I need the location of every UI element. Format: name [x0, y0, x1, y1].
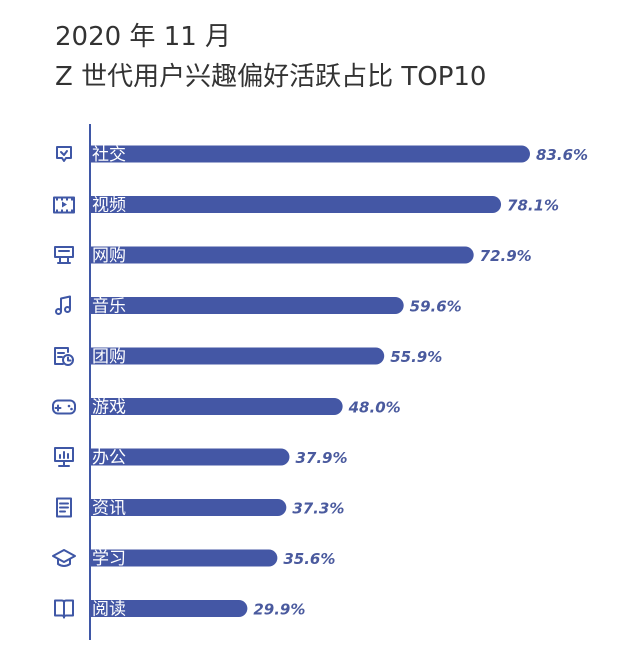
category-label: 团购	[92, 347, 126, 367]
value-label: 29.9%	[253, 601, 305, 619]
bar-6	[90, 398, 343, 415]
bar-left-cap	[90, 145, 100, 163]
chat-icon-mark	[60, 150, 68, 156]
bar-2	[90, 196, 502, 213]
value-label: 37.9%	[295, 449, 347, 467]
film-icon	[53, 196, 75, 214]
shopping-icon-stand	[57, 256, 71, 264]
film-icon-hole	[71, 209, 73, 212]
bar-left-cap	[90, 398, 100, 415]
group-buy-icon-lines	[57, 352, 72, 362]
film-icon-hole	[61, 209, 63, 212]
film-icon-hole	[56, 198, 58, 201]
category-label: 办公	[92, 448, 126, 468]
monitor-icon-stand	[58, 460, 70, 467]
news-icon	[56, 497, 72, 518]
gamepad-icon-button	[67, 404, 71, 408]
music-icon-stem	[60, 295, 71, 313]
news-icon-page	[56, 497, 72, 518]
bar-4	[90, 297, 404, 314]
bar-8	[90, 499, 287, 516]
group-buy-icon-clock	[62, 354, 74, 366]
bar-10	[90, 600, 248, 617]
group-buy-icon	[54, 347, 74, 366]
graduation-cap-icon	[52, 549, 76, 567]
bar-left-cap	[90, 448, 100, 466]
chart-title-block: 2020 年 11 月 Z 世代用户兴趣偏好活跃占比 TOP10	[55, 18, 486, 96]
gamepad-icon-dpad	[54, 404, 62, 412]
shopping-icon	[54, 246, 74, 264]
film-icon-hole	[56, 209, 58, 212]
value-label: 78.1%	[507, 197, 559, 215]
monitor-icon	[54, 447, 74, 467]
category-label: 网购	[92, 246, 126, 266]
news-icon-lines	[59, 502, 69, 513]
category-label: 资讯	[92, 499, 126, 519]
film-icon-hole	[66, 209, 68, 212]
group-buy-icon-frame	[54, 347, 69, 365]
graduation-cap-icon-base	[57, 558, 71, 567]
bar-left-cap	[90, 246, 100, 264]
bar-left-cap	[90, 600, 100, 617]
category-label: 社交	[92, 145, 126, 165]
graduation-cap-icon-top	[52, 549, 76, 563]
bar-left-cap	[90, 347, 100, 365]
value-label: 48.0%	[348, 399, 401, 417]
category-label: 游戏	[92, 398, 126, 418]
film-icon-hole	[71, 198, 73, 201]
bar-left-cap	[90, 499, 100, 516]
chart-title: Z 世代用户兴趣偏好活跃占比 TOP10	[55, 62, 487, 92]
gamepad-icon-body	[52, 399, 76, 415]
value-label: 37.3%	[292, 500, 344, 518]
chat-icon-outline	[56, 146, 72, 162]
category-label: 阅读	[92, 600, 126, 620]
music-icon-note	[55, 308, 62, 315]
bar-1	[90, 145, 530, 163]
shopping-icon-screen	[54, 246, 74, 258]
gamepad-icon-button	[70, 407, 73, 411]
music-icon-note	[64, 306, 71, 313]
music-icon	[55, 295, 71, 315]
film-icon-frame	[53, 196, 75, 214]
chart-date: 2020 年 11 月	[55, 22, 232, 52]
book-icon-right	[63, 599, 74, 619]
monitor-icon-bars	[59, 451, 69, 459]
film-icon-hole	[61, 198, 63, 201]
bar-9	[90, 549, 278, 567]
category-label: 音乐	[92, 297, 126, 317]
film-icon-play	[62, 201, 67, 208]
gamepad-icon	[52, 399, 76, 415]
bar-7	[90, 448, 290, 466]
chat-icon	[56, 146, 72, 162]
book-icon-left	[54, 599, 65, 619]
value-label: 59.6%	[410, 298, 462, 316]
bar-left-cap	[90, 196, 100, 213]
bar-left-cap	[90, 549, 100, 567]
value-label: 83.6%	[536, 146, 588, 164]
value-label: 72.9%	[480, 247, 532, 265]
category-label: 视频	[92, 196, 126, 216]
book-icon	[54, 599, 74, 619]
film-icon-hole	[66, 198, 68, 201]
bar-5	[90, 347, 385, 365]
bar-left-cap	[90, 297, 100, 314]
value-label: 35.6%	[283, 550, 335, 568]
bar-3	[90, 246, 474, 264]
value-label: 55.9%	[390, 348, 442, 366]
category-label: 学习	[92, 549, 126, 569]
